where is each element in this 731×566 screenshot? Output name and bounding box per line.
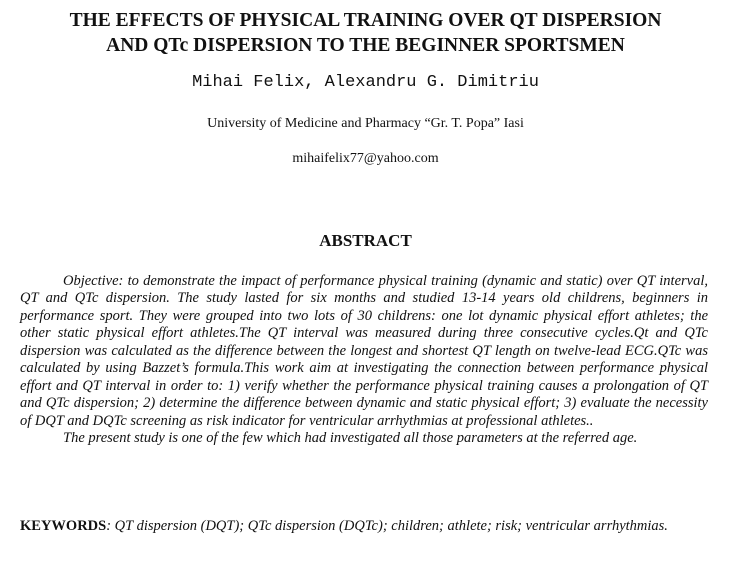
title: THE EFFECTS OF PHYSICAL TRAINING OVER QT… — [0, 8, 731, 58]
keywords-label: KEYWORDS — [20, 518, 107, 534]
keywords-text: : QT dispersion (DQT); QTc dispersion (D… — [106, 518, 668, 534]
keywords: KEYWORDS: QT dispersion (DQT); QTc dispe… — [20, 518, 708, 535]
paragraph: Objective: to demonstrate the impact of … — [20, 273, 708, 429]
paragraph: The present study is one of the few whic… — [63, 430, 638, 447]
abstract-heading: ABSTRACT — [319, 231, 412, 250]
title-line: AND QTc DISPERSION TO THE BEGINNER SPORT… — [106, 35, 625, 56]
abstract: Objective: to demonstrate the impact of … — [20, 273, 708, 448]
email: mihaifelix77@yahoo.com — [292, 151, 439, 166]
authors: Mihai Felix, Alexandru G. Dimitriu — [192, 73, 539, 92]
affiliation: University of Medicine and Pharmacy “Gr.… — [207, 116, 524, 131]
title-line: THE EFFECTS OF PHYSICAL TRAINING OVER QT… — [69, 10, 662, 31]
